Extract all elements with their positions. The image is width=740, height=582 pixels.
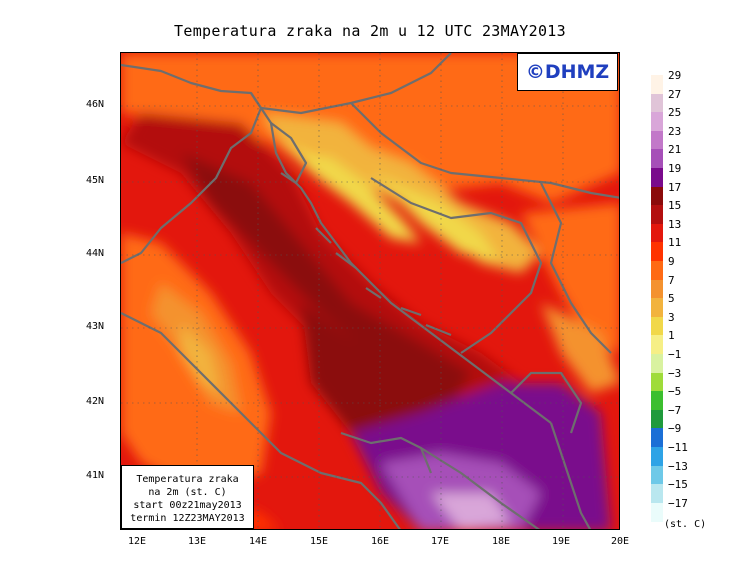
map-info-box: Temperatura zraka na 2m (st. C) start 00… bbox=[121, 465, 254, 529]
colorbar-swatch bbox=[651, 242, 663, 262]
colorbar-swatch bbox=[651, 354, 663, 374]
colorbar-swatch bbox=[651, 168, 663, 188]
info-line-start: start 00z21may2013 bbox=[133, 500, 242, 511]
colorbar-tick-label: −13 bbox=[668, 459, 688, 473]
southeast-purple-3 bbox=[431, 493, 511, 529]
colorbar-swatch bbox=[651, 223, 663, 243]
colorbar-swatch bbox=[651, 93, 663, 113]
lat-label-45n: 45N bbox=[86, 175, 105, 186]
lon-label-14e: 14E bbox=[248, 536, 268, 547]
colorbar-tick-label: 23 bbox=[668, 124, 682, 138]
border-croatia-hungary bbox=[350, 102, 619, 199]
colorbar-swatch bbox=[651, 205, 663, 225]
colorbar-tick-label: −9 bbox=[668, 422, 682, 436]
colorbar-tick-label: 7 bbox=[668, 273, 675, 287]
colorbar-tick-label: 19 bbox=[668, 162, 682, 175]
colorbar-tick-label: −1 bbox=[668, 348, 682, 361]
lon-label-20e: 20E bbox=[610, 536, 630, 547]
temperature-field bbox=[121, 53, 619, 529]
lat-label-42n: 42N bbox=[86, 396, 105, 407]
gargano bbox=[340, 431, 433, 474]
colorbar-tick-label: −15 bbox=[668, 478, 688, 492]
colorbar-tick-label: 17 bbox=[668, 180, 682, 194]
map-title: Temperatura zraka na 2m u 12 UTC 23MAY20… bbox=[174, 22, 566, 40]
adriatic-warmest bbox=[181, 153, 471, 403]
colorbar-tick-label: −3 bbox=[668, 366, 682, 380]
coastline-italy-north bbox=[121, 63, 263, 264]
colorbar-tick-label: 5 bbox=[668, 292, 675, 306]
lat-label-41n: 41N bbox=[86, 470, 105, 481]
colorbar-swatch bbox=[651, 428, 663, 448]
lon-label-19e: 19E bbox=[551, 536, 571, 547]
colorbar-tick-label: 25 bbox=[668, 106, 682, 120]
colorbar-tick-label: −11 bbox=[668, 441, 688, 454]
colorbar-swatch bbox=[651, 372, 663, 392]
colorbar-swatch bbox=[651, 316, 663, 336]
colorbar-swatch bbox=[651, 75, 663, 95]
islands bbox=[315, 227, 452, 337]
colorbar-tick-label: 13 bbox=[668, 217, 682, 231]
border-bosnia bbox=[370, 177, 543, 354]
border-serbia bbox=[540, 182, 612, 354]
colorbar-swatch bbox=[651, 298, 663, 318]
colorbar-swatch bbox=[651, 447, 663, 467]
italy-yellow-2 bbox=[181, 323, 221, 393]
cool-band-2 bbox=[281, 143, 421, 243]
colorbar-swatch bbox=[651, 149, 663, 169]
lon-label-15e: 15E bbox=[309, 536, 329, 547]
colorbar-swatch bbox=[651, 279, 663, 299]
colorbar-swatch bbox=[651, 409, 663, 429]
info-line-parameter: Temperatura zraka bbox=[136, 474, 239, 485]
colorbar-tick-label: 29 bbox=[668, 69, 682, 82]
info-line-level: na 2m (st. C) bbox=[148, 487, 227, 498]
colorbar-tick-label: −17 bbox=[668, 496, 688, 510]
colorbar-swatch bbox=[651, 130, 663, 150]
colorbar-swatch bbox=[651, 391, 663, 411]
colorbar-swatch bbox=[651, 465, 663, 485]
colorbar-swatch bbox=[651, 186, 663, 206]
info-line-termin: termin 12Z23MAY2013 bbox=[130, 513, 245, 524]
colorbar-tick-label: −5 bbox=[668, 385, 682, 399]
coastline-croatia bbox=[250, 92, 552, 424]
lon-label-12e: 12E bbox=[127, 536, 147, 547]
border-montenegro bbox=[510, 371, 583, 434]
colorbar-swatch bbox=[651, 502, 663, 522]
lat-label-46n: 46N bbox=[86, 99, 105, 110]
colorbar-swatch bbox=[651, 112, 663, 132]
colorbar-tick-label: 21 bbox=[668, 143, 682, 157]
colorbar-tick-label: 3 bbox=[668, 310, 675, 324]
dhmz-copyright-logo: ©DHMZ bbox=[517, 53, 618, 91]
lon-label-13e: 13E bbox=[187, 536, 207, 547]
cool-band-3 bbox=[371, 173, 501, 263]
lon-label-18e: 18E bbox=[491, 536, 511, 547]
coastline-albania bbox=[549, 422, 592, 529]
colorbar-tick-label: 11 bbox=[668, 236, 682, 250]
temperature-map bbox=[120, 52, 620, 530]
east-orange bbox=[521, 203, 619, 353]
colorbar-tick-label: 27 bbox=[668, 87, 682, 101]
coastlines-and-borders bbox=[121, 53, 619, 529]
colorbar-tick-label: 9 bbox=[668, 255, 675, 268]
east-orange-2 bbox=[541, 303, 619, 393]
colorbar-tick-label: −7 bbox=[668, 403, 682, 417]
lon-label-17e: 17E bbox=[430, 536, 450, 547]
lat-label-43n: 43N bbox=[86, 321, 105, 332]
istria bbox=[270, 122, 308, 185]
colorbar-swatch bbox=[651, 484, 663, 504]
coastline-italy-south bbox=[121, 312, 401, 529]
warm-north bbox=[121, 53, 619, 203]
lat-label-44n: 44N bbox=[86, 248, 105, 259]
colorbar-tick-label: 15 bbox=[668, 199, 682, 213]
colorbar-swatch bbox=[651, 261, 663, 281]
colorbar-tick-label: 1 bbox=[668, 329, 675, 343]
colorbar-units: (st. C) bbox=[664, 519, 707, 530]
border-slovenia-croatia bbox=[260, 53, 452, 115]
lon-label-16e: 16E bbox=[370, 536, 390, 547]
colorbar-swatch bbox=[651, 335, 663, 355]
